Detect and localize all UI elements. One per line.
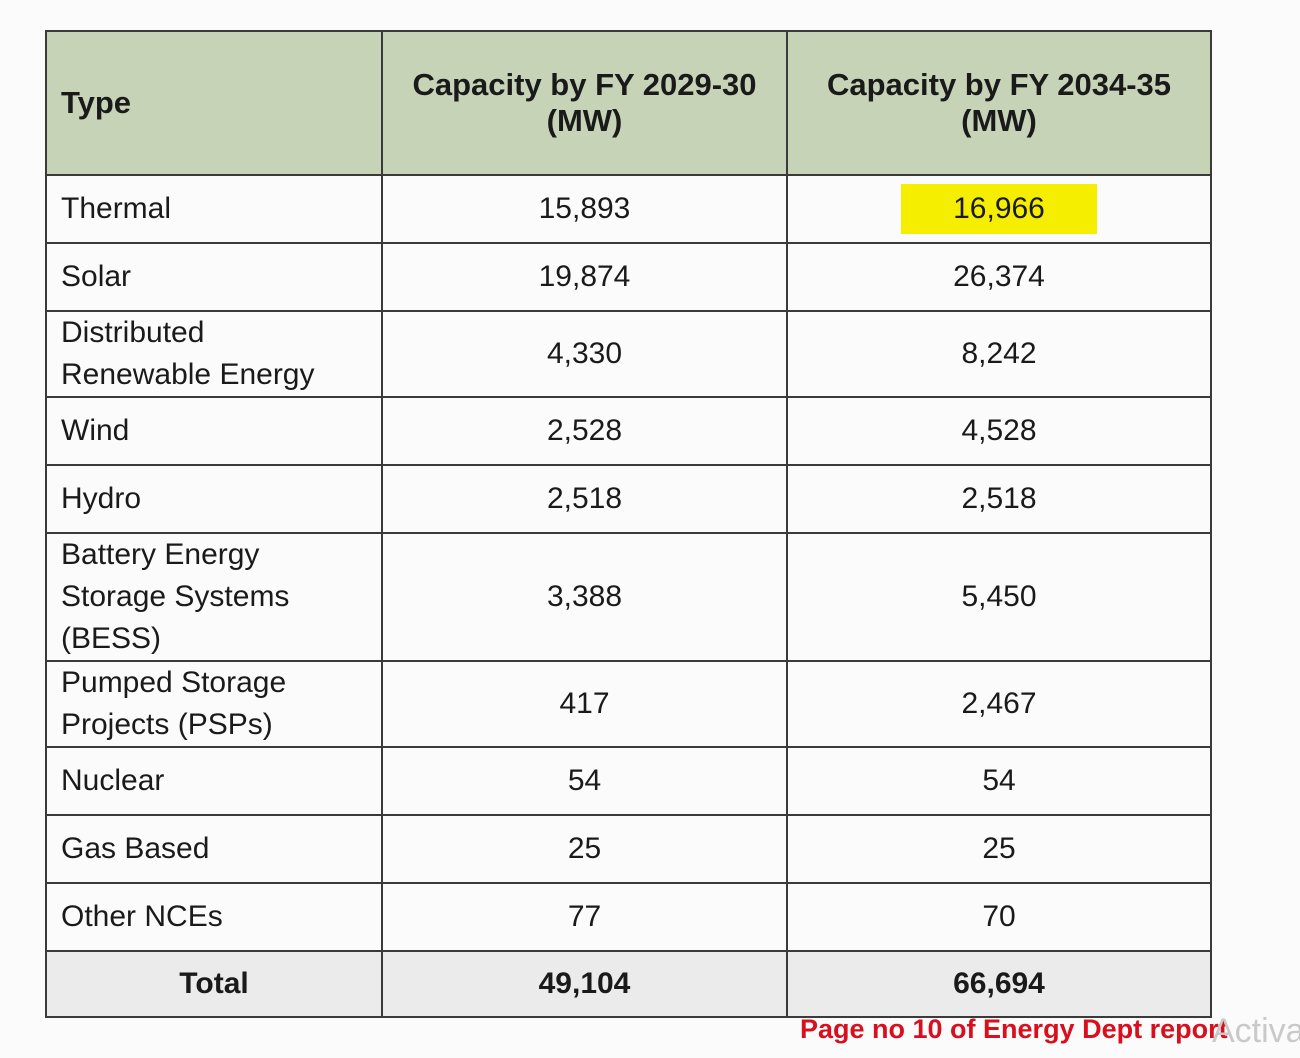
header-fy2029: Capacity by FY 2029-30 (MW): [381, 30, 788, 176]
source-footnote: Page no 10 of Energy Dept report: [800, 1014, 1228, 1044]
cell-total-label: Total: [45, 950, 383, 1018]
cell-total-fy2034: 66,694: [786, 950, 1212, 1018]
capacity-table: Type Capacity by FY 2029-30 (MW) Capacit…: [45, 30, 1212, 1018]
cell-fy2034: 2,518: [786, 464, 1212, 534]
cell-fy2029: 77: [381, 882, 788, 952]
cell-fy2029: 2,518: [381, 464, 788, 534]
cell-type: Hydro: [45, 464, 383, 534]
table-row-pumped-storage: Pumped Storage Projects (PSPs) 417 2,467: [45, 660, 1212, 748]
cell-type: Other NCEs: [45, 882, 383, 952]
cell-type: Pumped Storage Projects (PSPs): [45, 660, 383, 748]
cell-fy2034: 16,966: [786, 174, 1212, 244]
table-row-wind: Wind 2,528 4,528: [45, 396, 1212, 466]
cell-fy2034: 70: [786, 882, 1212, 952]
highlighted-value: 16,966: [901, 184, 1097, 234]
header-type: Type: [45, 30, 383, 176]
header-row: Type Capacity by FY 2029-30 (MW) Capacit…: [45, 30, 1212, 176]
cell-fy2029: 3,388: [381, 532, 788, 662]
table-row-total: Total 49,104 66,694: [45, 950, 1212, 1018]
table-row-thermal: Thermal 15,893 16,966: [45, 174, 1212, 244]
cell-fy2034: 8,242: [786, 310, 1212, 398]
cell-fy2029: 4,330: [381, 310, 788, 398]
header-fy2034: Capacity by FY 2034-35 (MW): [786, 30, 1212, 176]
cell-type: Thermal: [45, 174, 383, 244]
table-row-bess: Battery Energy Storage Systems (BESS) 3,…: [45, 532, 1212, 662]
cell-fy2034: 5,450: [786, 532, 1212, 662]
table-row-distributed-renewable: Distributed Renewable Energy 4,330 8,242: [45, 310, 1212, 398]
cell-type: Nuclear: [45, 746, 383, 816]
cell-type: Distributed Renewable Energy: [45, 310, 383, 398]
table-row-gas-based: Gas Based 25 25: [45, 814, 1212, 884]
cell-total-fy2029: 49,104: [381, 950, 788, 1018]
cell-type: Solar: [45, 242, 383, 312]
cell-fy2034: 2,467: [786, 660, 1212, 748]
table-row-solar: Solar 19,874 26,374: [45, 242, 1212, 312]
table-row-hydro: Hydro 2,518 2,518: [45, 464, 1212, 534]
cell-fy2029: 19,874: [381, 242, 788, 312]
cell-fy2029: 15,893: [381, 174, 788, 244]
activation-watermark: Activa: [1212, 1012, 1300, 1050]
cell-fy2034: 25: [786, 814, 1212, 884]
table-row-nuclear: Nuclear 54 54: [45, 746, 1212, 816]
table-row-other-nces: Other NCEs 77 70: [45, 882, 1212, 952]
cell-fy2034: 4,528: [786, 396, 1212, 466]
cell-type: Wind: [45, 396, 383, 466]
cell-type: Gas Based: [45, 814, 383, 884]
cell-fy2029: 417: [381, 660, 788, 748]
cell-fy2034: 54: [786, 746, 1212, 816]
cell-type: Battery Energy Storage Systems (BESS): [45, 532, 383, 662]
cell-fy2029: 54: [381, 746, 788, 816]
cell-fy2029: 25: [381, 814, 788, 884]
cell-fy2034: 26,374: [786, 242, 1212, 312]
cell-fy2029: 2,528: [381, 396, 788, 466]
